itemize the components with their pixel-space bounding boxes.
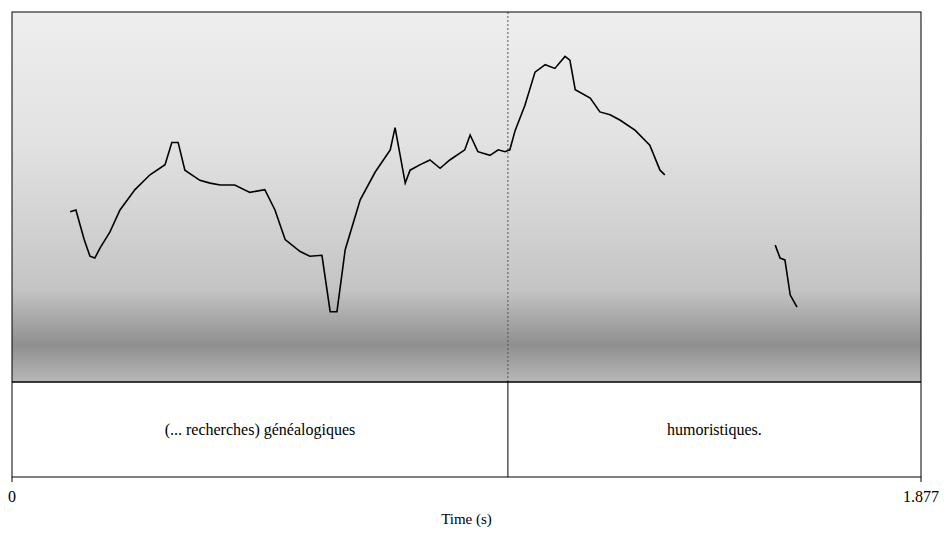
- svg-text:humoristiques.: humoristiques.: [667, 421, 762, 439]
- svg-text:1.877: 1.877: [903, 488, 939, 505]
- svg-text:(... recherches) généalogiques: (... recherches) généalogiques: [165, 421, 356, 439]
- svg-text:Time (s): Time (s): [441, 511, 492, 528]
- svg-text:0: 0: [8, 488, 16, 505]
